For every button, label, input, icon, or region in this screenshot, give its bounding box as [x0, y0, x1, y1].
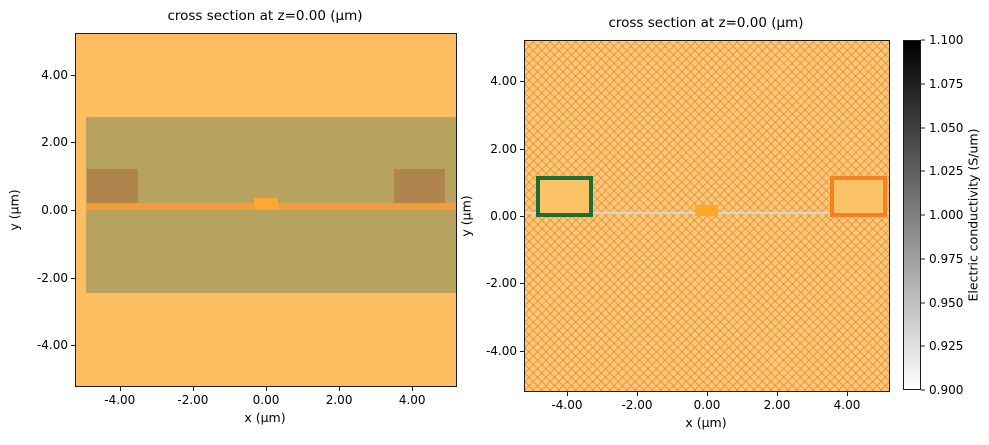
x-tick-label: 4.00	[398, 393, 426, 407]
x-tick-label: -4.00	[104, 393, 136, 407]
y-tick-mark	[71, 277, 75, 279]
y-tick-label: 2.00	[490, 141, 517, 156]
colorbar-tick-label: 0.900	[929, 383, 964, 397]
x-tick-label: -4.00	[551, 398, 583, 412]
x-tick-mark	[119, 387, 121, 391]
colorbar-tick-mark	[921, 214, 925, 216]
plot-area-left	[75, 33, 457, 387]
colorbar-tick-mark	[921, 127, 925, 128]
waveguide-core	[253, 198, 278, 210]
y-tick-mark	[71, 345, 75, 347]
y-tick-mark	[520, 350, 524, 352]
x-axis-label-left: x (μm)	[244, 410, 286, 425]
electrode-left-outline	[535, 175, 593, 218]
electrode-left	[87, 169, 139, 204]
colorbar-tick-mark	[921, 258, 925, 260]
x-axis-label-right: x (μm)	[685, 415, 727, 430]
x-tick-label: 4.00	[833, 398, 861, 412]
colorbar-gradient	[903, 40, 921, 390]
y-tick-mark	[520, 81, 524, 83]
waveguide-core	[695, 205, 719, 216]
y-tick-label: -4.00	[36, 338, 68, 353]
colorbar-tick-label: 0.950	[929, 295, 964, 310]
y-tick-mark	[71, 142, 75, 144]
y-tick-label: -2.00	[36, 270, 68, 285]
y-tick-label: -2.00	[485, 276, 517, 291]
x-tick-mark	[412, 387, 414, 391]
x-tick-label: -2.00	[177, 393, 209, 407]
x-tick-label: 0.00	[252, 393, 280, 407]
electrode-right	[393, 169, 446, 204]
x-tick-mark	[339, 387, 341, 391]
colorbar-label: Electric conductivity (S/um)	[965, 128, 981, 302]
y-tick-label: -4.00	[485, 343, 517, 358]
colorbar-tick-mark	[921, 170, 925, 172]
electrode-right-outline	[829, 175, 887, 218]
x-tick-label: 2.00	[325, 393, 353, 407]
colorbar-tick-label: 1.075	[929, 76, 964, 91]
x-tick-mark	[637, 392, 638, 396]
x-tick-mark	[266, 387, 267, 391]
colorbar-tick-label: 1.050	[929, 120, 964, 135]
y-tick-label: 0.00	[41, 203, 68, 217]
colorbar-tick-mark	[921, 302, 925, 303]
colorbar-tick-mark	[921, 83, 925, 85]
x-tick-mark	[707, 392, 708, 396]
colorbar-tick-mark	[921, 389, 925, 391]
colorbar-tick-label: 0.925	[929, 339, 964, 354]
y-axis-label-right: y (μm)	[458, 195, 474, 237]
colorbar-tick-label: 0.975	[929, 251, 964, 266]
colorbar-tick-mark	[921, 345, 925, 347]
y-tick-label: 4.00	[490, 74, 517, 89]
colorbar-tick-label: 1.100	[929, 33, 964, 47]
y-tick-mark	[71, 210, 75, 211]
colorbar: Electric conductivity (S/um) 1.100 1.075 1…	[903, 33, 981, 397]
y-tick-label: 0.00	[490, 209, 517, 223]
x-tick-mark	[847, 392, 848, 396]
plot-area-right	[524, 40, 890, 392]
y-tick-mark	[520, 216, 524, 217]
x-tick-mark	[777, 392, 778, 396]
x-tick-mark	[567, 392, 568, 396]
plot-title-right: cross section at z=0.00 (μm)	[608, 15, 804, 31]
x-tick-mark	[192, 387, 194, 391]
plot-title-left: cross section at z=0.00 (μm)	[167, 8, 363, 24]
y-tick-label: 2.00	[41, 135, 68, 150]
y-tick-mark	[520, 283, 524, 285]
colorbar-tick-label: 1.000	[929, 208, 964, 222]
y-tick-label: 4.00	[41, 67, 68, 82]
colorbar-tick-label: 1.025	[929, 164, 964, 179]
x-tick-label: 2.00	[763, 398, 791, 412]
colorbar-tick-mark	[921, 39, 925, 41]
x-tick-label: 0.00	[693, 398, 721, 412]
y-tick-mark	[520, 148, 524, 150]
y-tick-mark	[71, 74, 75, 76]
x-tick-label: -2.00	[621, 398, 653, 412]
